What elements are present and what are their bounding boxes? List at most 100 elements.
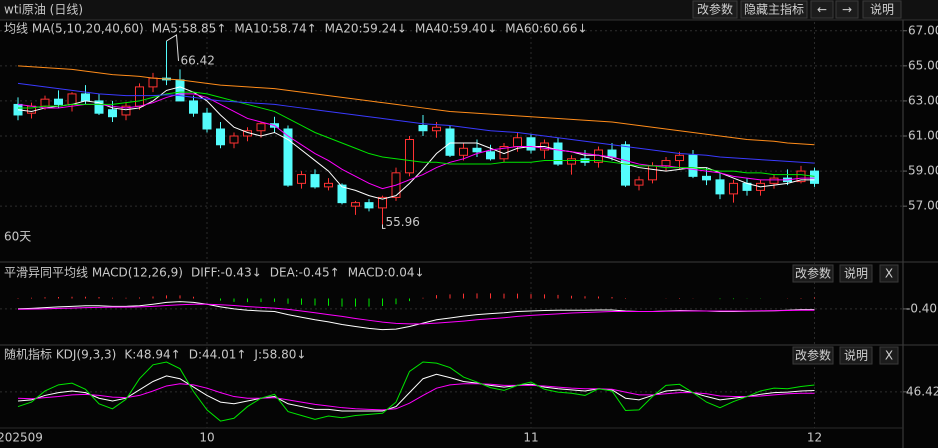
indicator-line	[17, 65, 815, 146]
button-label[interactable]: 隐藏主指标	[744, 2, 804, 17]
candle-body	[216, 128, 225, 146]
button[interactable]: →	[835, 0, 859, 19]
button[interactable]: 隐藏主指标	[740, 0, 808, 19]
button-bg[interactable]	[792, 264, 834, 283]
candle-body	[135, 86, 144, 107]
button[interactable]: 改参数	[792, 264, 834, 283]
legend-entry: D:44.01↑	[189, 348, 247, 362]
legend-entry: MA40:59.40↓	[415, 22, 497, 36]
legend-entry: MACD:0.04↓	[348, 266, 425, 280]
button[interactable]: 说明	[839, 346, 873, 365]
panel-title: 平滑异同平均线 MACD(12,26,9)	[4, 266, 183, 280]
candle-body	[675, 154, 684, 162]
candle-body	[553, 142, 563, 165]
candle-body	[297, 174, 306, 184]
candle-body	[310, 174, 320, 188]
button-bg[interactable]	[692, 0, 738, 19]
annotation: 55.96	[386, 215, 420, 229]
button-bg[interactable]	[839, 346, 873, 365]
indicator-line	[17, 361, 815, 422]
candle-body	[378, 196, 387, 209]
y-tick-label: 63.00	[908, 93, 938, 107]
indicator-line	[17, 303, 815, 325]
y-tick-label: 57.00	[908, 199, 938, 213]
button-bg[interactable]	[792, 346, 834, 365]
button-label[interactable]: →	[842, 3, 852, 17]
legend-entry: DEA:-0.45↑	[270, 266, 340, 280]
candle-body	[283, 128, 293, 186]
button-bg[interactable]	[839, 264, 873, 283]
candle-body	[526, 137, 536, 151]
y-tick-label: 65.00	[908, 58, 938, 72]
button-label[interactable]: 改参数	[795, 266, 831, 281]
candle-body	[702, 175, 711, 181]
button-bg[interactable]	[835, 0, 859, 19]
candle-body	[486, 151, 495, 160]
annotation: 60天	[4, 230, 31, 244]
button[interactable]: 说明	[839, 264, 873, 283]
button-label[interactable]: 说明	[870, 2, 894, 17]
candle-body	[567, 158, 576, 165]
indicator-line	[17, 301, 815, 331]
button-label[interactable]: X	[885, 267, 893, 281]
candle-body	[715, 179, 725, 195]
legend-entry: MA5:58.85↑	[152, 22, 227, 36]
candle-body	[364, 202, 374, 209]
y-tick-label: 59.00	[908, 164, 938, 178]
button-bg[interactable]	[879, 264, 899, 283]
button-label[interactable]: ←	[817, 3, 827, 17]
legend-entry: K:48.94↑	[124, 348, 180, 362]
y-tick-label: 61.00	[908, 129, 938, 143]
candle-body	[796, 170, 806, 183]
indicator-line	[18, 91, 815, 177]
candle-body	[648, 165, 657, 181]
candle-body	[256, 123, 266, 132]
candle-body	[351, 202, 360, 207]
legend-entry: MA60:60.66↓	[505, 22, 587, 36]
button[interactable]: ←	[810, 0, 834, 19]
candle-body	[229, 135, 239, 144]
legend-entry: MA20:59.24↓	[325, 22, 407, 36]
candle-body	[121, 105, 131, 116]
candle-body	[769, 177, 779, 184]
candle-body	[459, 147, 468, 156]
annotation-leader	[382, 224, 386, 229]
button-bg[interactable]	[862, 0, 902, 19]
candle-body	[108, 109, 117, 118]
candle-body	[688, 154, 698, 177]
button-label[interactable]: X	[885, 349, 893, 363]
candle-body	[810, 170, 819, 184]
y-tick-label: -0.40	[906, 301, 937, 315]
candle-body	[67, 93, 77, 105]
candle-body	[175, 79, 185, 102]
x-tick-label: 12	[807, 431, 822, 445]
button[interactable]: 改参数	[692, 0, 738, 19]
button[interactable]: X	[879, 264, 899, 283]
x-tick-label: 10	[199, 431, 214, 445]
annotation-leader	[166, 34, 179, 61]
button-bg[interactable]	[810, 0, 834, 19]
window-title: wti原油 (日线)	[4, 3, 83, 17]
indicator-line	[17, 383, 815, 411]
candle-body	[634, 179, 644, 186]
button-label[interactable]: 说明	[844, 348, 868, 363]
button-bg[interactable]	[740, 0, 808, 19]
button-label[interactable]: 改参数	[795, 348, 831, 363]
candle-body	[418, 124, 428, 132]
indicator-line	[17, 82, 815, 164]
button[interactable]: X	[879, 346, 899, 365]
candle-body	[607, 149, 617, 158]
button[interactable]: 改参数	[792, 346, 834, 365]
candle-body	[472, 147, 482, 153]
y-tick-label: 67.00	[908, 23, 938, 37]
button-label[interactable]: 改参数	[697, 2, 733, 17]
button-label[interactable]: 说明	[844, 266, 868, 281]
button-bg[interactable]	[879, 346, 899, 365]
candle-body	[148, 77, 158, 88]
legend-entry: MA10:58.74↑	[234, 22, 316, 36]
candle-body	[729, 182, 738, 195]
candle-body	[81, 93, 90, 102]
candle-body	[513, 137, 522, 148]
button[interactable]: 说明	[862, 0, 902, 19]
